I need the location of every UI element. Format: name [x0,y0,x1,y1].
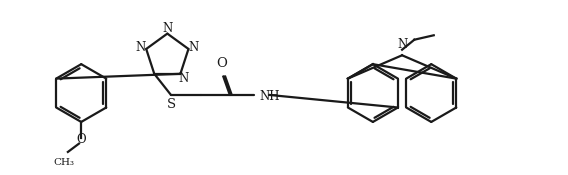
Text: CH₃: CH₃ [53,158,74,167]
Text: NH: NH [259,90,280,103]
Text: N: N [162,22,173,34]
Text: O: O [216,57,227,71]
Text: N: N [397,38,407,51]
Text: N: N [189,41,199,54]
Text: N: N [136,41,146,54]
Text: O: O [77,133,86,146]
Text: N: N [178,72,189,85]
Text: S: S [166,98,176,111]
